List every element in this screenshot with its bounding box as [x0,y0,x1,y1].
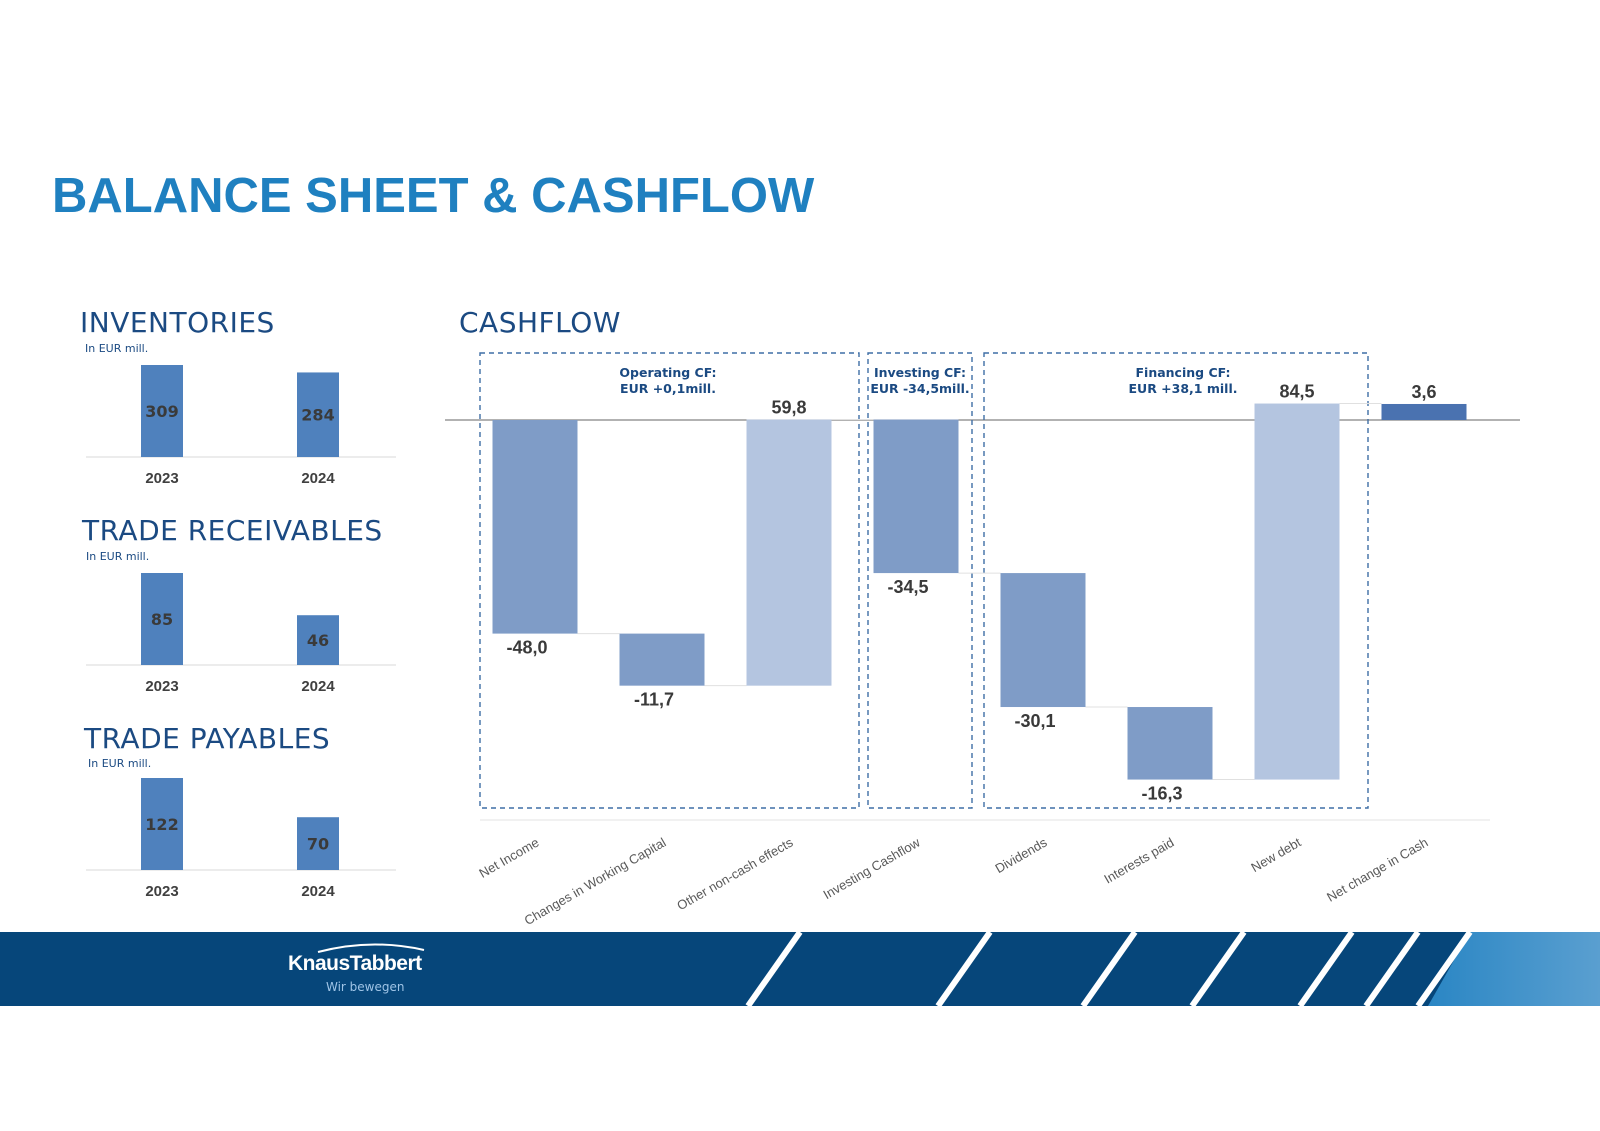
cashflow-category-label: Net Income [476,835,541,881]
cashflow-group-box [983,352,1369,809]
footer-gradient [1428,932,1600,1006]
small-chart-year-label: 2024 [301,883,335,900]
cashflow-waterfall-chart: Operating CF:EUR +0,1mill.Investing CF:E… [445,352,1520,928]
page-title: BALANCE SHEET & CASHFLOW [52,169,815,223]
small-bar-value-label: 309 [145,402,178,421]
cashflow-title: CASHFLOW [459,306,621,339]
cashflow-category-label: Dividends [993,834,1050,876]
trade-receivables-title: TRADE RECEIVABLES [82,514,383,547]
cashflow-value-label: -48,0 [506,638,547,658]
cashflow-category-label: Net change in Cash [1324,835,1430,905]
inventories-chart: 309 2023 284 2024 [86,365,396,487]
footer-stripes [745,930,1473,1008]
cashflow-bar-investing-cashflow [873,419,959,574]
logo: KnausTabbert [288,952,422,975]
cashflow-value-label: 59,8 [771,398,806,418]
trade-payables-title: TRADE PAYABLES [84,722,331,755]
cashflow-group-subtitle: EUR +38,1 mill. [1129,381,1238,396]
trade-payables-chart: 122 2023 70 2024 [86,778,396,900]
small-bar-value-label: 46 [307,631,329,650]
cashflow-value-label: 3,6 [1411,382,1436,402]
small-bar-2024 [297,372,339,457]
small-chart-year-label: 2023 [145,678,178,695]
cashflow-group-title: Financing CF: [1136,365,1231,380]
small-bar-2023 [141,365,183,457]
cashflow-value-label: 84,5 [1279,382,1314,402]
small-bar-2023 [141,573,183,665]
footer-band [0,930,1600,1008]
inventories-title: INVENTORIES [80,306,275,339]
small-bar-value-label: 85 [151,610,173,629]
cashflow-value-label: -16,3 [1141,784,1182,804]
small-bar-value-label: 122 [145,815,178,834]
cashflow-category-label: Changes in Working Capital [522,835,669,928]
cashflow-bar-new-debt [1254,403,1340,780]
cashflow-category-label: Other non-cash effects [674,834,796,913]
cashflow-category-label: New debt [1248,834,1303,875]
trade-receivables-unit: In EUR mill. [86,550,150,563]
cashflow-group-subtitle: EUR +0,1mill. [620,381,716,396]
footer-bar [0,932,1600,1006]
cashflow-group-title: Operating CF: [619,365,716,380]
cashflow-bar-dividends [1000,573,1086,708]
small-bar-value-label: 70 [307,835,329,854]
small-chart-year-label: 2023 [145,883,178,900]
cashflow-bar-interests-paid [1127,707,1213,780]
cashflow-category-label: Investing Cashflow [820,834,923,902]
trade-receivables-chart: 85 2023 46 2024 [86,573,396,695]
cashflow-category-label: Interests paid [1101,835,1176,887]
small-bar-value-label: 284 [301,406,334,425]
slogan: Wir bewegen [326,980,405,994]
logo-swoosh [317,943,425,953]
cashflow-value-label: -30,1 [1014,711,1055,731]
cashflow-bar-net-income [492,420,578,634]
cashflow-bar-changes-in-working-capital [619,633,705,686]
small-bar-2024 [297,615,339,665]
cashflow-value-label: -34,5 [887,577,928,597]
cashflow-bar-other-non-cash-effects [746,419,832,686]
small-bar-2023 [141,778,183,870]
cashflow-group-box [479,352,860,809]
small-chart-year-label: 2023 [145,470,178,487]
cashflow-value-label: -11,7 [634,690,674,710]
trade-payables-unit: In EUR mill. [88,757,152,770]
cashflow-group-subtitle: EUR -34,5mill. [870,381,969,396]
small-bar-2024 [297,817,339,870]
cashflow-group-title: Investing CF: [874,365,966,380]
small-chart-year-label: 2024 [301,678,335,695]
small-chart-year-label: 2024 [301,470,335,487]
inventories-unit: In EUR mill. [85,342,149,355]
cashflow-bar-net-change-in-cash [1381,403,1467,420]
